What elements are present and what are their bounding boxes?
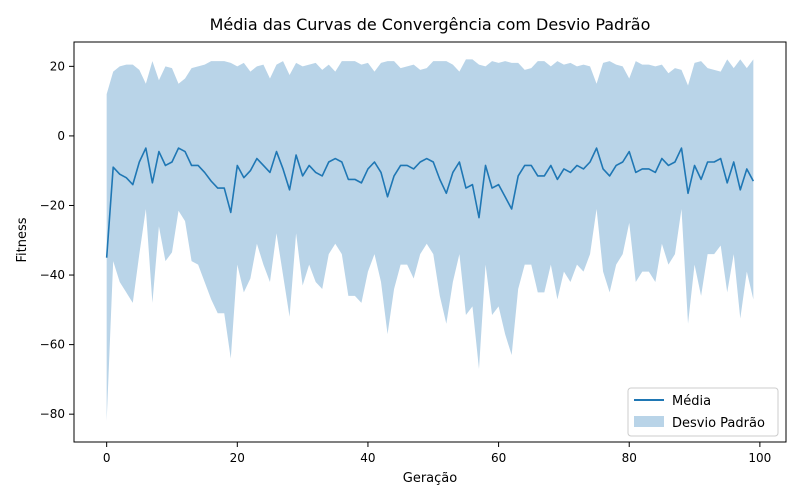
x-tick-label: 0 — [103, 451, 111, 465]
mean-line — [105, 147, 755, 258]
x-axis-label: Geração — [403, 471, 457, 486]
y-tick-label: −60 — [40, 338, 65, 352]
y-axis: −80 −60 −40 −20 0 20 — [40, 59, 74, 421]
y-axis-label: Fitness — [15, 217, 30, 262]
y-tick-label: −40 — [40, 268, 65, 282]
y-tick-label: 0 — [57, 129, 65, 143]
y-tick-label: 20 — [50, 59, 65, 73]
legend-band-swatch — [634, 416, 664, 427]
x-tick-label: 80 — [622, 451, 637, 465]
y-tick-label: −80 — [40, 407, 65, 421]
y-tick-label: −20 — [40, 198, 65, 212]
plot-frame — [73, 41, 787, 443]
std-band-area — [106, 59, 754, 422]
legend: Média Desvio Padrão — [627, 387, 779, 437]
plot-area — [73, 41, 787, 443]
x-tick-label: 60 — [491, 451, 506, 465]
mean-line-layer — [105, 147, 755, 258]
x-tick-label: 20 — [230, 451, 245, 465]
legend-band-label: Desvio Padrão — [672, 416, 765, 431]
x-tick-label: 100 — [748, 451, 771, 465]
legend-frame — [627, 387, 779, 437]
x-axis: 0 20 40 60 80 100 — [103, 442, 771, 465]
chart-title: Média das Curvas de Convergência com Des… — [210, 15, 651, 34]
std-band-layer — [106, 59, 754, 422]
x-tick-label: 40 — [360, 451, 375, 465]
legend-mean-label: Média — [672, 394, 711, 409]
